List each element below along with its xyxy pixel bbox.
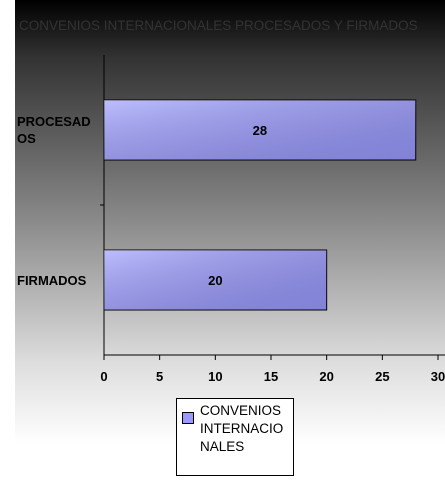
x-tick-label: 10 <box>208 369 222 384</box>
chart-title: CONVENIOS INTERNACIONALES PROCESADOS Y F… <box>19 18 418 33</box>
bar-shade <box>104 250 327 310</box>
x-tick-label: 25 <box>375 369 389 384</box>
legend-swatch <box>182 412 194 424</box>
legend <box>176 398 294 476</box>
x-tick-label: 5 <box>156 369 163 384</box>
x-tick-label: 20 <box>319 369 333 384</box>
chart: CONVENIOS INTERNACIONALES PROCESADOS Y F… <box>15 0 445 483</box>
x-tick-label: 30 <box>431 369 445 384</box>
value-label: 28 <box>253 123 267 138</box>
bar-shade <box>104 100 416 160</box>
x-tick-label: 0 <box>100 369 107 384</box>
y-tick-label: PROCESADOS <box>17 114 91 146</box>
y-tick-label: FIRMADOS <box>17 272 87 288</box>
plot: 0 5 10 15 20 25 30 28 20 <box>100 55 445 384</box>
x-tick-label: 15 <box>264 369 278 384</box>
legend-label: CONVENIOS INTERNACIONALES <box>200 403 284 454</box>
value-label: 20 <box>208 273 222 288</box>
